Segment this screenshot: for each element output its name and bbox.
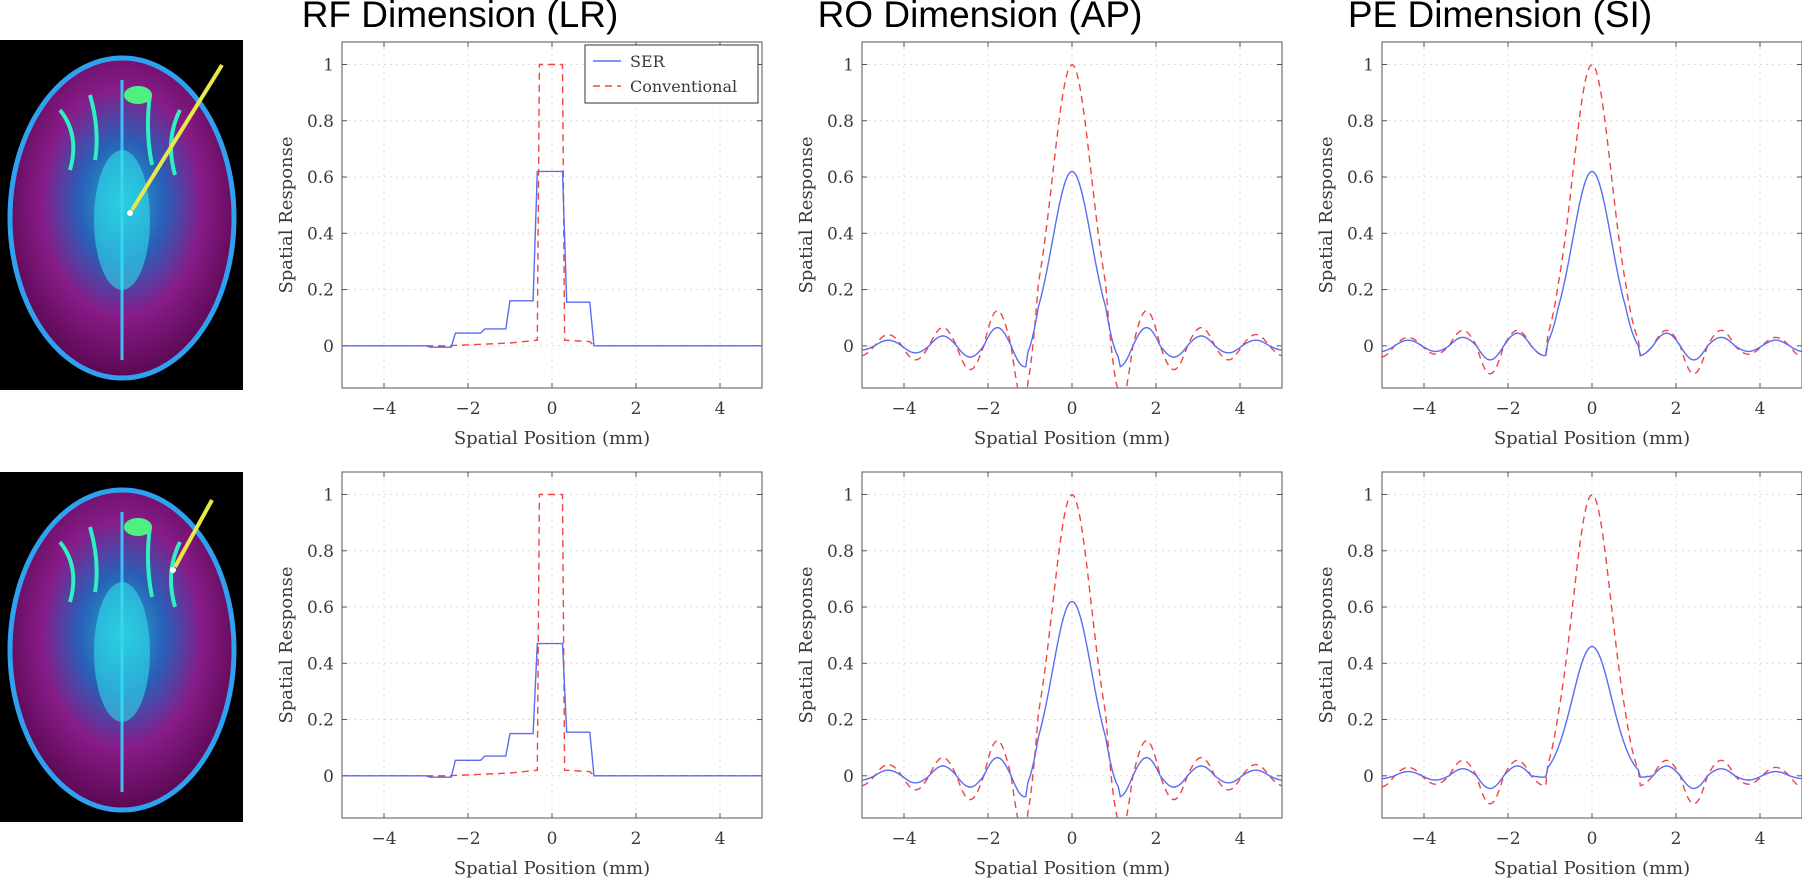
- panel-RO-top-series-ser: [862, 170, 1282, 368]
- panel-PE-bottom-ytick-label: 0: [1363, 767, 1374, 787]
- panel-RO-top-xtick-label: 0: [1067, 399, 1078, 419]
- panel-RF-bottom-ytick-label: 0.8: [307, 542, 334, 562]
- brain-image-bottom: [0, 472, 243, 822]
- panel-RF-top-series-ser: [342, 170, 762, 348]
- panel-RO-top-xtick-label: −4: [891, 399, 916, 419]
- panel-RO-bottom-xlabel: Spatial Position (mm): [974, 858, 1170, 879]
- panel-RO-top-ytick-label: 0.6: [827, 168, 854, 188]
- panel-PE-top-xtick-label: 4: [1755, 399, 1766, 419]
- title-rf: RF Dimension (LR): [301, 0, 619, 35]
- panel-PE-top-ylabel: Spatial Response: [1316, 136, 1337, 293]
- panel-RO-bottom-series-ser: [862, 600, 1282, 798]
- brain-image-top: [0, 40, 243, 390]
- panel-RO-bottom-ytick-label: 0.6: [827, 598, 854, 618]
- panel-PE-top-series-conventional: [1382, 63, 1802, 375]
- panel-RF-top-ytick-label: 0.8: [307, 112, 334, 132]
- panel-RO-top-ytick-label: 0: [843, 337, 854, 357]
- panel-PE-top-ytick-label: 0.4: [1347, 224, 1374, 244]
- panel-RO-bottom-xtick-label: 0: [1067, 829, 1078, 849]
- panel-RF-bottom-ytick-label: 0.6: [307, 598, 334, 618]
- panel-PE-bottom-xlabel: Spatial Position (mm): [1494, 858, 1690, 879]
- panel-PE-top-ytick-label: 0.8: [1347, 112, 1374, 132]
- panel-RO-top-ylabel: Spatial Response: [796, 136, 817, 293]
- legend-label-ser: SER: [630, 52, 666, 71]
- panel-PE-bottom-ytick-label: 0.8: [1347, 542, 1374, 562]
- panel-PE-bottom-ytick-label: 0.4: [1347, 654, 1374, 674]
- panel-RO-top-xtick-label: 4: [1235, 399, 1246, 419]
- panel-RF-bottom-ytick-label: 0.2: [307, 711, 334, 731]
- panel-PE-bottom-xtick-label: −4: [1411, 829, 1436, 849]
- panel-PE-bottom-series-ser: [1382, 645, 1802, 790]
- panel-RO-bottom-ylabel: Spatial Response: [796, 566, 817, 723]
- panel-RO-top-ytick-label: 0.2: [827, 281, 854, 301]
- panel-RF-bottom-xtick-label: 4: [715, 829, 726, 849]
- panel-RO-bottom-ytick-label: 0.8: [827, 542, 854, 562]
- title-ro: RO Dimension (AP): [817, 0, 1143, 35]
- panel-RO-top-xtick-label: 2: [1151, 399, 1162, 419]
- panel-RO-bottom-xtick-label: −2: [975, 829, 1000, 849]
- panel-RF-bottom-ytick-label: 0: [323, 767, 334, 787]
- panel-RF-top-ytick-label: 1: [323, 56, 334, 76]
- panel-PE-bottom-xtick-label: −2: [1495, 829, 1520, 849]
- panel-PE-bottom-ylabel: Spatial Response: [1316, 566, 1337, 723]
- panel-PE-bottom-series-conventional: [1382, 493, 1802, 805]
- panel-RO-top-xtick-label: −2: [975, 399, 1000, 419]
- panel-RF-top-xtick-label: 4: [715, 399, 726, 419]
- panel-RO-top-ytick-label: 0.4: [827, 224, 854, 244]
- panel-PE-bottom-ytick-label: 0.6: [1347, 598, 1374, 618]
- panel-RF-top-ylabel: Spatial Response: [276, 136, 297, 293]
- panel-RF-bottom-xtick-label: −4: [371, 829, 396, 849]
- panel-PE-top-xtick-label: −4: [1411, 399, 1436, 419]
- panel-RF-bottom-series-conventional: [342, 493, 762, 777]
- panel-RF-top-xtick-label: 2: [631, 399, 642, 419]
- panel-RF-bottom-ytick-label: 1: [323, 486, 334, 506]
- panel-RO-top-xlabel: Spatial Position (mm): [974, 428, 1170, 449]
- panel-RO-bottom-ytick-label: 1: [843, 486, 854, 506]
- panel-PE-top-xtick-label: −2: [1495, 399, 1520, 419]
- panel-PE-top-ytick-label: 0.2: [1347, 281, 1374, 301]
- panel-RF-top-xlabel: Spatial Position (mm): [454, 428, 650, 449]
- panel-RF-top-ytick-label: 0.2: [307, 281, 334, 301]
- panel-RO-top-series-conventional: [862, 63, 1282, 388]
- panel-RO-bottom-xtick-label: −4: [891, 829, 916, 849]
- legend-box: [584, 44, 759, 104]
- panel-PE-top-xtick-label: 2: [1671, 399, 1682, 419]
- panel-PE-top-ytick-label: 0: [1363, 337, 1374, 357]
- panel-PE-bottom-xtick-label: 2: [1671, 829, 1682, 849]
- panel-RO-top-ytick-label: 1: [843, 56, 854, 76]
- panel-RF-top-xtick-label: −2: [455, 399, 480, 419]
- panel-RO-bottom-xtick-label: 2: [1151, 829, 1162, 849]
- panel-RF-bottom-series-ser: [342, 642, 762, 778]
- title-pe: PE Dimension (SI): [1347, 0, 1653, 35]
- panel-PE-top-xtick-label: 0: [1587, 399, 1598, 419]
- panel-PE-bottom-ytick-label: 0.2: [1347, 711, 1374, 731]
- panel-RO-bottom-ytick-label: 0.2: [827, 711, 854, 731]
- panel-PE-top-ytick-label: 1: [1363, 56, 1374, 76]
- panel-RF-top-ytick-label: 0: [323, 337, 334, 357]
- panel-RF-bottom-ytick-label: 0.4: [307, 654, 334, 674]
- panel-RF-top-series-conventional: [342, 63, 762, 347]
- legend-label-conventional: Conventional: [630, 77, 737, 96]
- panel-PE-bottom-xtick-label: 4: [1755, 829, 1766, 849]
- panel-RO-top-ytick-label: 0.8: [827, 112, 854, 132]
- panel-RO-bottom-ytick-label: 0.4: [827, 654, 854, 674]
- panel-PE-bottom-xtick-label: 0: [1587, 829, 1598, 849]
- panel-RF-bottom-xlabel: Spatial Position (mm): [454, 858, 650, 879]
- panel-PE-top-ytick-label: 0.6: [1347, 168, 1374, 188]
- panel-RO-bottom-series-conventional: [862, 493, 1282, 818]
- panel-PE-top-xlabel: Spatial Position (mm): [1494, 428, 1690, 449]
- panel-RF-bottom-xtick-label: −2: [455, 829, 480, 849]
- panel-RF-bottom-xtick-label: 0: [547, 829, 558, 849]
- panel-RF-top-ytick-label: 0.4: [307, 224, 334, 244]
- panel-RF-top-ytick-label: 0.6: [307, 168, 334, 188]
- panel-PE-top-series-ser: [1382, 170, 1802, 361]
- panel-RF-bottom-ylabel: Spatial Response: [276, 566, 297, 723]
- panel-RF-top-xtick-label: 0: [547, 399, 558, 419]
- panel-RF-top-xtick-label: −4: [371, 399, 396, 419]
- panel-RF-bottom-xtick-label: 2: [631, 829, 642, 849]
- panel-PE-bottom-ytick-label: 1: [1363, 486, 1374, 506]
- panel-RO-bottom-ytick-label: 0: [843, 767, 854, 787]
- panel-RO-bottom-xtick-label: 4: [1235, 829, 1246, 849]
